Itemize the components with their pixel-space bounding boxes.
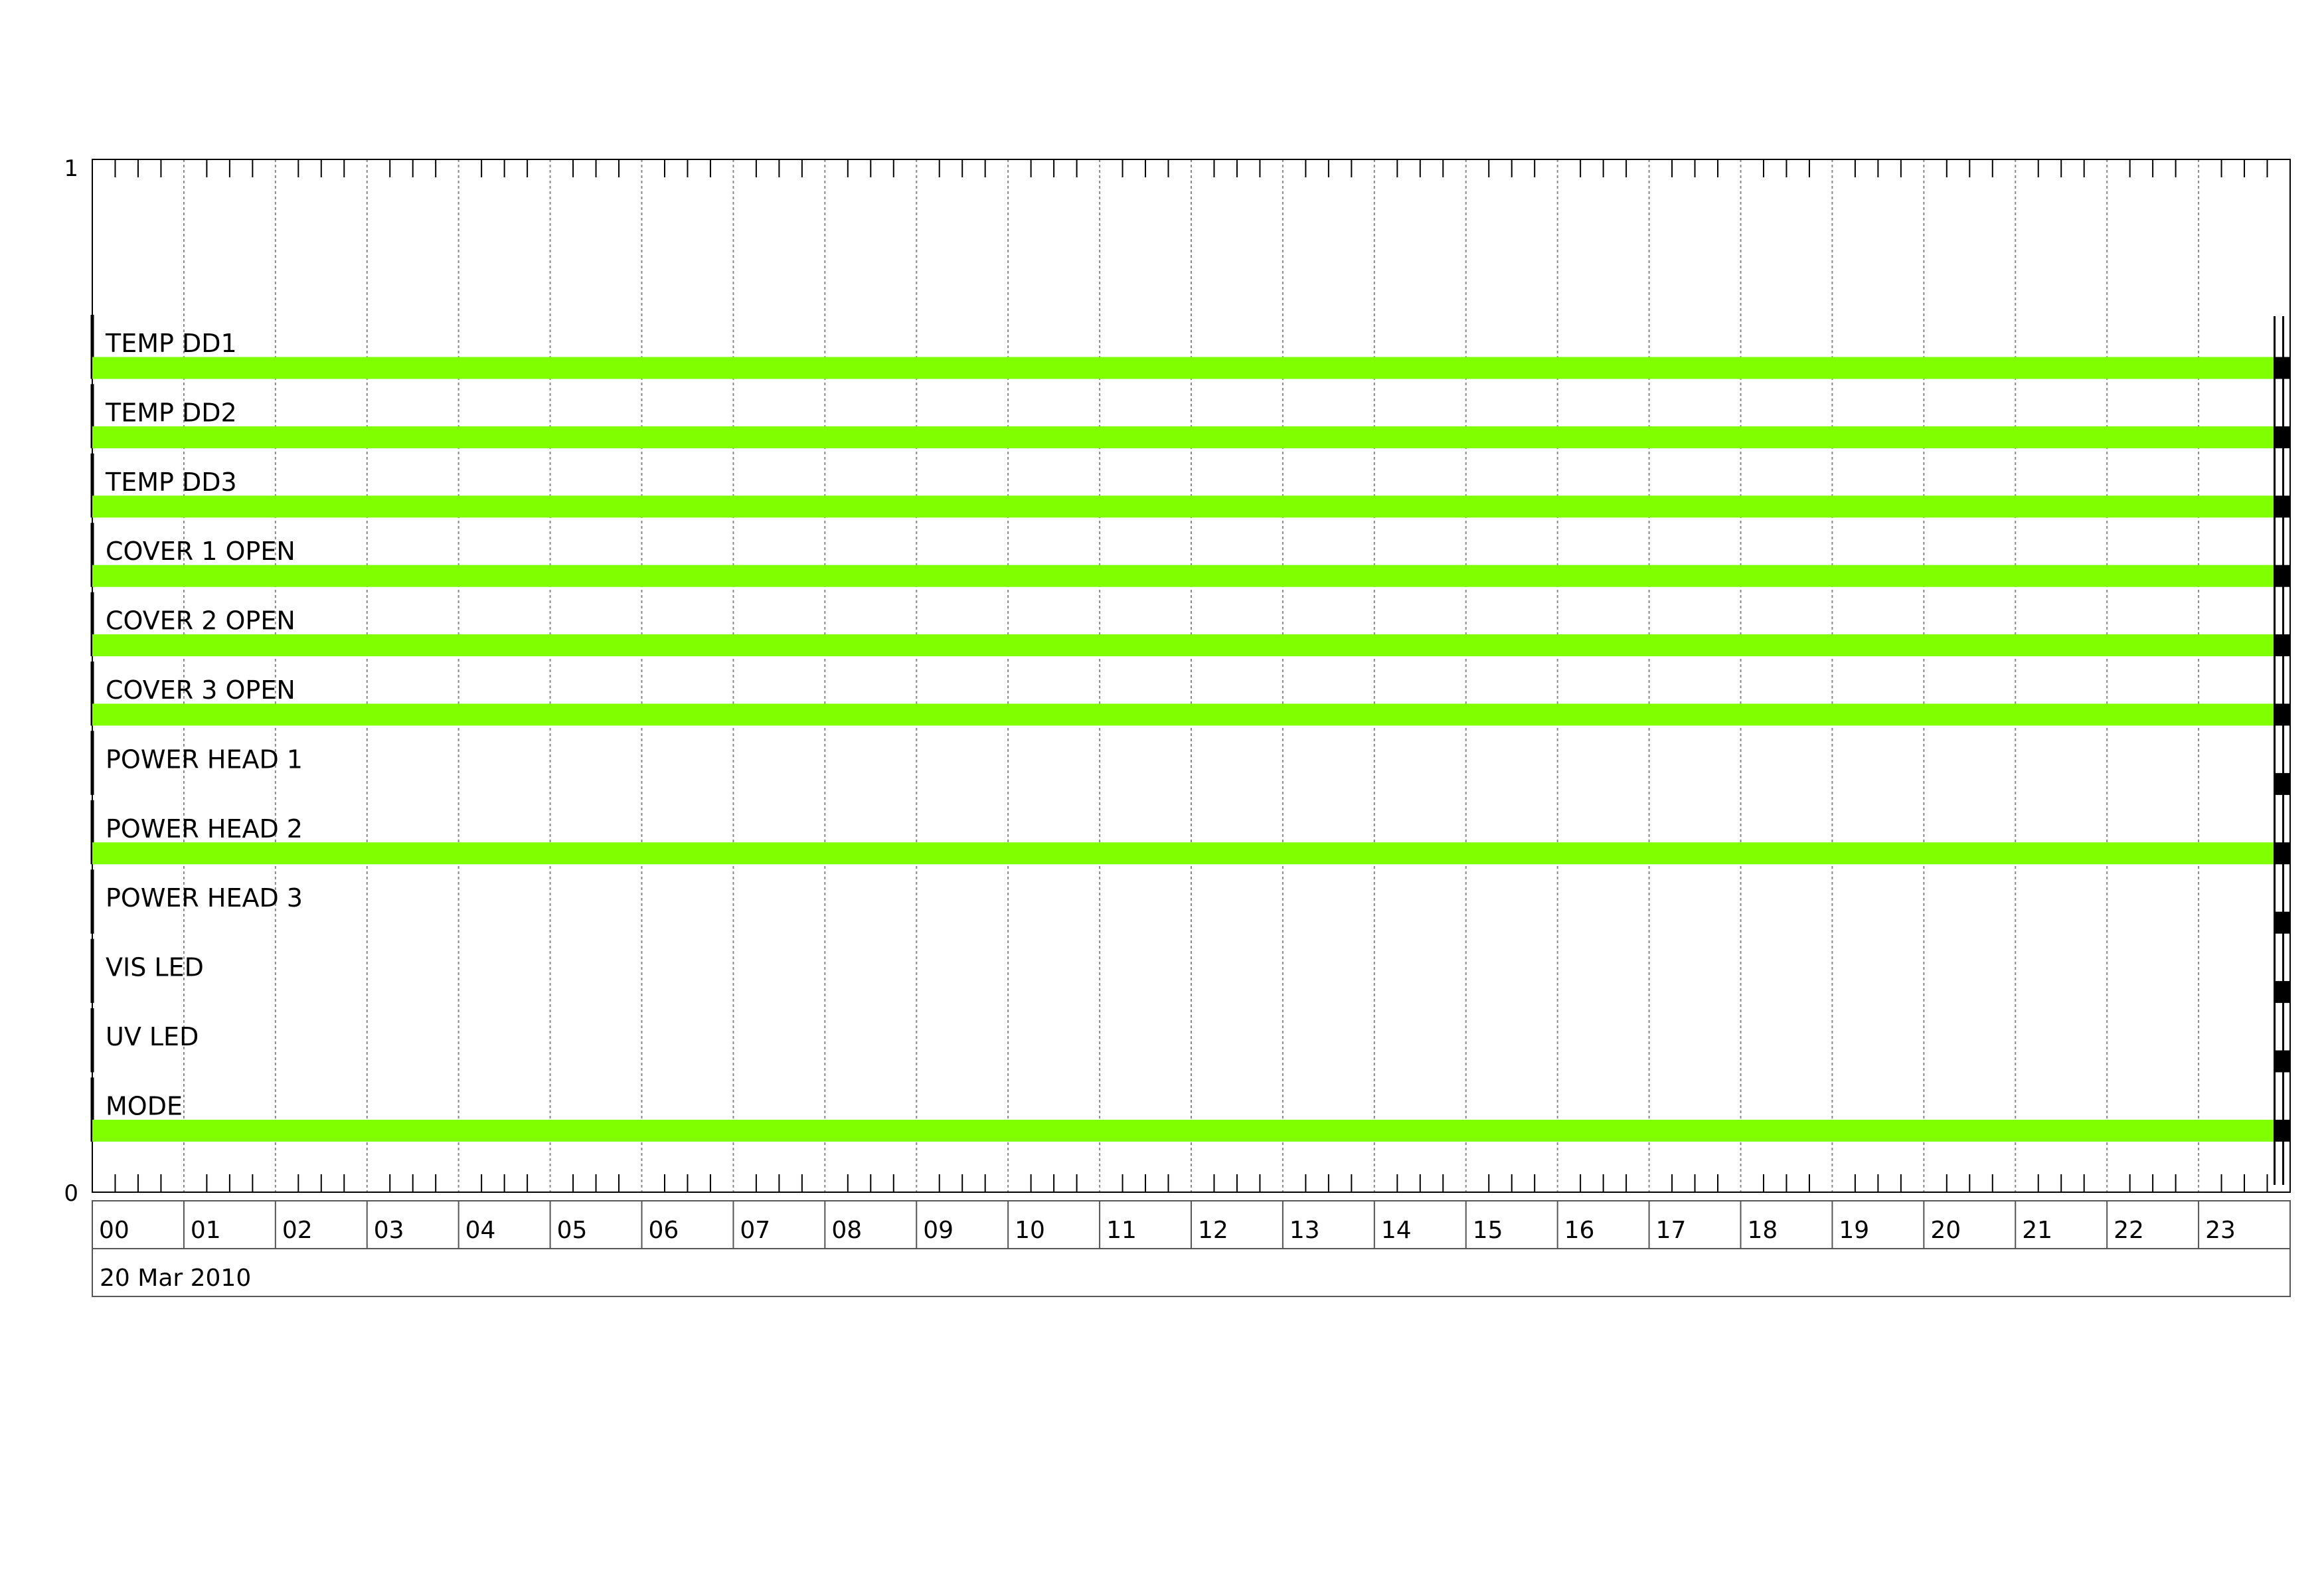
series-label: COVER 1 OPEN bbox=[106, 537, 295, 566]
x-tick-label: 06 bbox=[649, 1217, 679, 1244]
series-label: POWER HEAD 2 bbox=[106, 814, 303, 843]
x-tick-label: 21 bbox=[2022, 1217, 2052, 1244]
x-tick-label: 17 bbox=[1656, 1217, 1687, 1244]
x-tick-label: 12 bbox=[1198, 1217, 1228, 1244]
x-tick-label: 18 bbox=[1748, 1217, 1778, 1244]
x-tick-label: 22 bbox=[2114, 1217, 2144, 1244]
state-bar-on bbox=[92, 634, 2275, 657]
state-bar-on bbox=[92, 842, 2275, 865]
x-tick-label: 09 bbox=[923, 1217, 954, 1244]
date-label-row bbox=[92, 1248, 2291, 1297]
series-label: UV LED bbox=[106, 1022, 199, 1051]
x-tick-label: 01 bbox=[191, 1217, 221, 1244]
date-label: 20 Mar 2010 bbox=[100, 1265, 251, 1292]
series-label: VIS LED bbox=[106, 953, 204, 982]
x-tick-label: 02 bbox=[282, 1217, 313, 1244]
state-bar-on bbox=[92, 426, 2275, 448]
state-bar-on bbox=[92, 703, 2275, 726]
series-label: TEMP DD2 bbox=[105, 398, 237, 427]
state-bar-on bbox=[92, 495, 2275, 518]
series-label: COVER 2 OPEN bbox=[106, 606, 295, 636]
series-label: MODE bbox=[106, 1091, 183, 1120]
x-tick-label: 00 bbox=[99, 1217, 129, 1244]
x-tick-label: 07 bbox=[740, 1217, 770, 1244]
x-tick-label: 20 bbox=[1930, 1217, 1961, 1244]
state-bar-on bbox=[92, 1119, 2275, 1142]
x-tick-label: 23 bbox=[2205, 1217, 2236, 1244]
state-bar-on bbox=[92, 357, 2275, 379]
series-label: POWER HEAD 3 bbox=[106, 883, 303, 913]
series-label: TEMP DD1 bbox=[105, 329, 237, 358]
x-tick-label: 10 bbox=[1015, 1217, 1045, 1244]
x-tick-label: 14 bbox=[1381, 1217, 1412, 1244]
series-label: COVER 3 OPEN bbox=[106, 675, 295, 705]
x-tick-label: 04 bbox=[465, 1217, 496, 1244]
x-tick-label: 05 bbox=[557, 1217, 588, 1244]
state-bar-on bbox=[92, 565, 2275, 587]
series-label: POWER HEAD 1 bbox=[106, 745, 303, 774]
y-axis-bottom-label: 0 bbox=[64, 1180, 78, 1207]
x-tick-label: 03 bbox=[374, 1217, 404, 1244]
x-tick-label: 11 bbox=[1106, 1217, 1137, 1244]
series-label: TEMP DD3 bbox=[105, 468, 237, 497]
x-tick-label: 15 bbox=[1473, 1217, 1503, 1244]
y-axis-top-label: 1 bbox=[64, 155, 78, 182]
x-tick-label: 16 bbox=[1564, 1217, 1595, 1244]
x-tick-label: 19 bbox=[1839, 1217, 1869, 1244]
x-tick-label: 08 bbox=[831, 1217, 862, 1244]
x-tick-label: 13 bbox=[1289, 1217, 1320, 1244]
